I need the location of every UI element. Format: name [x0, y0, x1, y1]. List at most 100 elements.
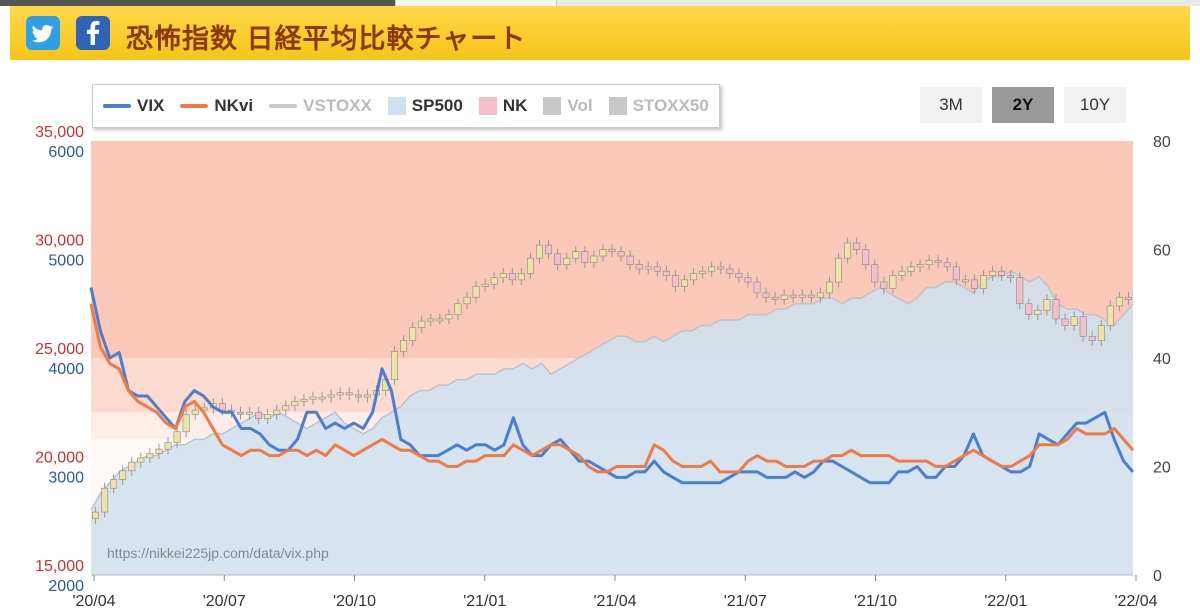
sp500-area: [91, 271, 1133, 575]
nk-candle: [989, 270, 997, 276]
nk-candle: [1034, 309, 1042, 315]
sp500-axis-tick: 4000: [48, 361, 84, 378]
nk-candle: [1007, 275, 1015, 279]
sp500-axis-tick: 5000: [48, 253, 84, 270]
nk-candle: [563, 257, 571, 265]
nk-candle: [753, 281, 761, 294]
nk-candle: [853, 242, 861, 250]
source-watermark: https://nikkei225jp.com/data/vix.php: [107, 545, 329, 561]
vix-line: [89, 287, 1135, 485]
nk-candle: [345, 392, 353, 396]
nk-candle: [1097, 325, 1105, 341]
legend-item-vol[interactable]: Vol: [543, 96, 593, 116]
nk-axis-tick: 25,000: [35, 341, 84, 358]
nk-candle: [880, 281, 888, 289]
nk-candle: [191, 409, 199, 415]
facebook-share-button[interactable]: [76, 16, 110, 50]
nk-candle: [1025, 303, 1033, 315]
range-button-3m[interactable]: 3M: [920, 87, 982, 123]
nk-candle: [662, 270, 670, 276]
legend-swatch: [387, 97, 406, 115]
nk-candle: [273, 409, 281, 415]
nk-candle: [128, 461, 136, 472]
nk-candle: [282, 405, 290, 411]
legend-swatch: [103, 104, 131, 108]
nk-candle: [699, 270, 707, 274]
nk-candle: [807, 294, 815, 298]
legend-label: SP500: [411, 96, 463, 115]
nk-candle: [218, 403, 226, 411]
nk-candle: [581, 251, 589, 263]
x-axis-tick: '21/04: [593, 593, 636, 610]
nk-candle: [798, 294, 806, 298]
nk-candle: [889, 275, 897, 289]
nk-candle: [508, 273, 516, 281]
nk-candle: [617, 251, 625, 257]
nk-candle: [671, 275, 679, 287]
x-axis-tick: '21/07: [724, 593, 767, 610]
tab-active[interactable]: [0, 0, 395, 6]
nk-candle: [980, 275, 987, 289]
right-axis-tick: 60: [1153, 243, 1171, 260]
nk-candle: [1043, 299, 1051, 311]
twitter-share-button[interactable]: [26, 16, 60, 50]
x-axis-tick: '22/04: [1114, 593, 1157, 610]
nk-candle: [237, 411, 244, 415]
legend-item-vix[interactable]: VIX: [103, 96, 164, 116]
right-axis-tick: 40: [1153, 351, 1171, 368]
nk-candle: [771, 296, 779, 300]
nk-candle: [835, 257, 842, 283]
nk-candle: [599, 249, 607, 257]
nk-candle: [517, 273, 525, 281]
nkvi-line: [89, 303, 1135, 474]
legend-label: NKvi: [214, 96, 254, 115]
nk-candle: [173, 431, 181, 443]
nk-candle: [590, 255, 598, 263]
nk-candle: [626, 255, 634, 265]
nk-candle: [1115, 296, 1123, 307]
nk-axis-tick: 20,000: [35, 450, 84, 467]
sp500-axis-tick: 6000: [48, 144, 84, 161]
nk-candle: [246, 411, 254, 415]
nk-candle: [336, 392, 344, 396]
legend-item-sp500[interactable]: SP500: [387, 96, 463, 116]
nk-candle: [1088, 335, 1096, 341]
nk-candle: [952, 266, 960, 281]
nk-candle: [454, 303, 462, 315]
legend-item-nk[interactable]: NK: [478, 96, 528, 116]
nk-candle: [92, 511, 100, 519]
nk-candle: [146, 453, 154, 459]
legend-item-nkvi[interactable]: NKvi: [180, 96, 253, 116]
nk-candle: [354, 394, 362, 398]
range-button-2y[interactable]: 2Y: [992, 87, 1054, 123]
nk-candle: [363, 394, 371, 398]
legend-label: NK: [502, 96, 528, 115]
legend-swatch: [269, 104, 298, 108]
nk-candle: [554, 253, 562, 265]
nk-candle: [255, 411, 263, 420]
tab-secondary[interactable]: [395, 0, 557, 6]
x-axis-tick: '21/10: [854, 593, 897, 610]
nk-candle: [653, 266, 661, 272]
nk-candle: [155, 448, 163, 454]
nk-candle: [526, 257, 534, 274]
nk-candle: [445, 314, 453, 320]
nk-candle: [934, 260, 942, 263]
legend-swatch: [608, 97, 627, 115]
range-button-10y[interactable]: 10Y: [1064, 87, 1126, 123]
nk-candle: [780, 294, 788, 300]
nk-candle: [1106, 305, 1114, 326]
legend-label: VIX: [137, 96, 165, 115]
x-axis-tick: '20/07: [203, 593, 246, 610]
nk-axis-tick: 15,000: [35, 558, 84, 575]
nk-candle: [1079, 316, 1087, 337]
legend-item-stoxx50[interactable]: STOXX50: [608, 96, 709, 116]
legend-item-vstoxx[interactable]: VSTOXX: [269, 96, 372, 116]
nk-candle: [916, 264, 924, 268]
x-axis-tick: '20/10: [333, 593, 376, 610]
nk-candle: [182, 414, 190, 433]
x-axis-tick: '20/04: [72, 593, 115, 610]
nk-candle: [291, 401, 299, 407]
nk-candle: [998, 270, 1006, 276]
nk-candle: [789, 294, 797, 298]
